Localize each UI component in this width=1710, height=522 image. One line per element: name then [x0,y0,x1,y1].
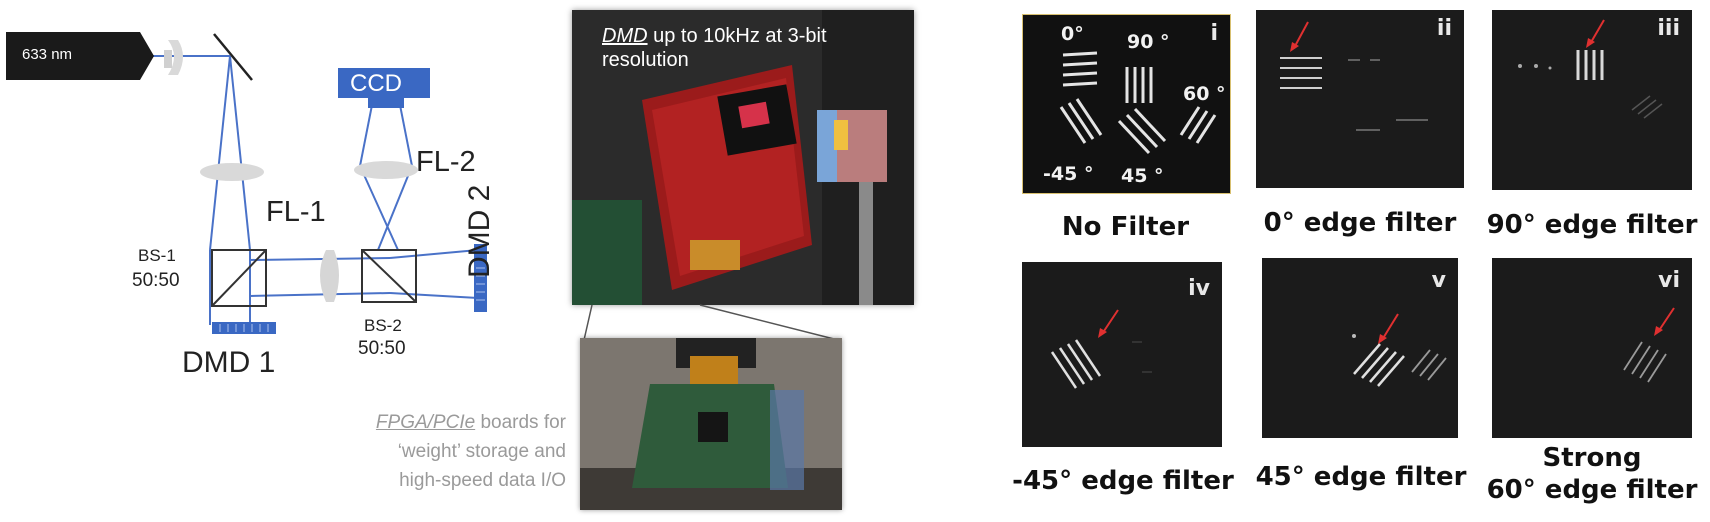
filter-caption-iv: -45° edge filter [1012,466,1234,496]
dmd2-label: DMD 2 [463,184,496,278]
filter-caption-vi-line1: Strong [1542,443,1642,473]
beam-mirror-down-right [229,55,251,251]
fold-mirror [213,33,253,81]
filter-panel-vi: vi [1492,258,1692,438]
dmd-photo-art [572,10,914,305]
filter-panel-iii: iii [1492,10,1692,190]
beam-mirror-down-left [209,55,231,251]
panel-iv-numeral: iv [1188,276,1210,301]
fpga-caption-line1: boards for [475,412,566,433]
fpga-photo [580,338,842,510]
beam-ccd-left [359,104,373,167]
bs1-name-label: BS-1 [138,246,176,265]
filter-caption-v: 45° edge filter [1255,462,1467,492]
bs2-name-label: BS-2 [364,316,402,335]
panel-i-pattern [1059,51,1217,155]
beam-bs2-to-dmd2-top [389,249,479,259]
dmd-photo-caption: DMD up to 10kHz at 3-bit resolution [602,24,827,72]
bs2-ratio-label: 50:50 [358,338,406,359]
bs1-cube [211,249,267,307]
beam-bs1-to-bs2-top [249,257,391,261]
panel-v-pattern [1352,313,1447,387]
filter-caption-iii: 90° edge filter [1486,210,1698,240]
fpga-caption-emph: FPGA/PCIe [375,412,476,433]
filter-panel-i: i 0° 90 ° 60 ° -45 ° 45 ° [1022,14,1231,194]
panel-ii-arrow [1293,21,1309,49]
angle-label-minus45: -45 ° [1043,163,1094,185]
dmd-photo: DMD up to 10kHz at 3-bit resolution [572,10,914,305]
dmd-caption-emph: DMD [602,25,648,47]
fl2-lens [354,161,418,179]
filter-panel-v: v [1262,258,1458,438]
beam-fl2-cross-2 [377,165,413,251]
fpga-photo-art [580,338,842,510]
panel-iii-numeral: iii [1657,16,1680,41]
beam-ccd-right [399,104,413,167]
fpga-caption: FPGA/PCIe boards for ‘weight’ storage an… [306,408,566,495]
panel-vi-pattern [1623,307,1675,383]
beam-paths [140,55,479,325]
panel-iv-pattern [1050,309,1152,389]
filter-panel-iv: iv [1022,262,1222,447]
dmd-caption-line2: resolution [602,49,689,71]
laser-label: 633 nm [22,46,73,63]
filter-caption-vi: Strong 60° edge filter [1480,442,1704,506]
input-lens [168,40,183,75]
beam-bs2-to-dmd2-bottom [389,292,479,299]
panel-iv-arrow [1101,309,1119,335]
optical-setup-svg [6,32,487,334]
input-lens-rim [164,50,172,68]
fpga-caption-line2: ‘weight’ storage and [397,441,566,462]
fl1-lens-upper [200,163,264,181]
filter-caption-i: No Filter [1061,212,1190,242]
ccd-box [338,68,430,98]
optical-setup-diagram: 633 nm CCD FL-1 FL-2 BS-1 50:50 BS-2 50:… [0,0,520,522]
dmd-caption-line1: up to 10kHz at 3-bit [647,25,827,47]
filter-caption-ii: 0° edge filter [1263,208,1457,238]
panel-vi-arrow [1657,307,1675,333]
beam-fl2-cross-1 [359,165,399,251]
bs1-ratio-label: 50:50 [132,270,180,291]
fl1-lens-vertical [320,250,339,302]
panel-ii-numeral: ii [1436,16,1452,41]
panel-iii-pattern [1518,19,1663,119]
beam-bs1-to-bs2-bottom [249,292,391,297]
ccd-lens-mount [368,98,404,108]
bs2-cube [361,249,417,303]
laser-body [6,32,154,80]
angle-label-0: 0° [1061,23,1084,45]
fl2-label: FL-2 [416,146,476,178]
angle-label-60: 60 ° [1183,83,1226,105]
dmd2-device [474,244,487,312]
filter-panel-ii: ii [1256,10,1464,188]
dmd2-micromirrors [476,251,485,301]
panel-v-arrow [1381,313,1399,341]
fl1-label: FL-1 [266,196,326,228]
dmd1-label: DMD 1 [182,346,276,379]
panel-iii-arrow [1589,19,1605,45]
bs1-diagonal [211,249,267,307]
panel-v-numeral: v [1431,268,1446,293]
ccd-label: CCD [350,70,402,97]
angle-label-90: 90 ° [1127,31,1170,53]
angle-label-45: 45 ° [1121,165,1164,187]
dmd1-micromirrors [219,324,269,332]
panel-vi-numeral: vi [1658,268,1680,293]
bs2-diagonal [361,249,417,303]
fpga-caption-line3: high-speed data I/O [399,470,566,491]
panel-i-numeral: i [1210,21,1218,46]
filter-caption-vi-line2: 60° edge filter [1486,475,1698,505]
panel-ii-pattern [1280,21,1428,131]
